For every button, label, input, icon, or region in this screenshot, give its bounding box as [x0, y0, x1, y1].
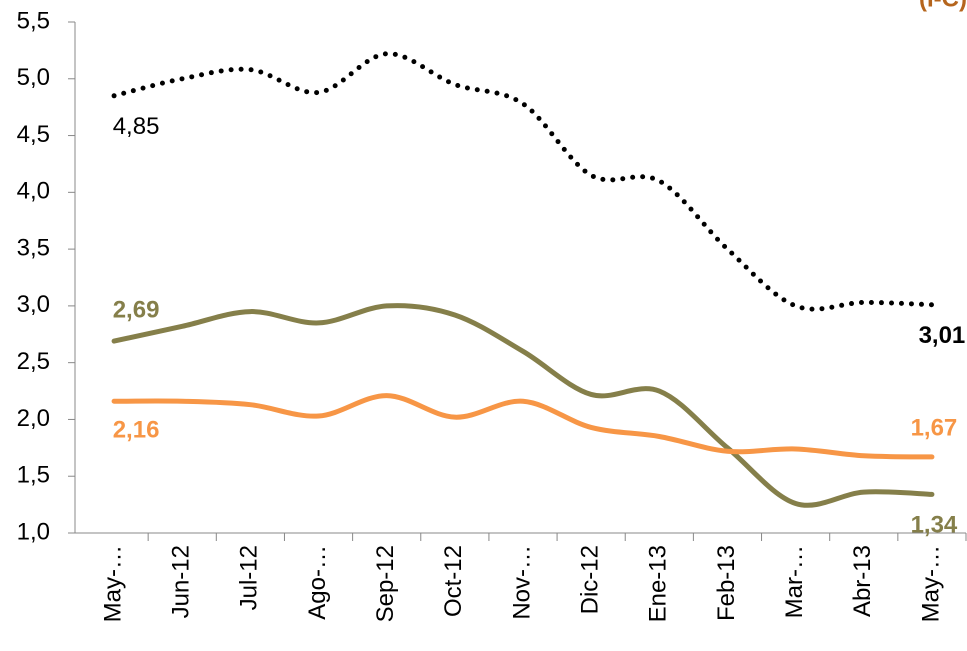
x-tick-label: May-… [917, 545, 944, 622]
x-tick-label: Jun-12 [168, 545, 195, 618]
data-label: 2,16 [113, 417, 160, 444]
y-tick-label: 2,0 [17, 405, 50, 432]
x-tick-label: Ago-… [304, 545, 331, 620]
y-tick-label: 1,5 [17, 462, 50, 489]
x-tick-label: Oct-12 [440, 545, 467, 617]
x-tick-label: May-… [99, 545, 126, 622]
x-tick-label: Sep-12 [372, 545, 399, 622]
data-label: 2,69 [113, 296, 160, 323]
series-line [111, 51, 935, 312]
y-tick-label: 5,0 [17, 64, 50, 91]
series-line [111, 393, 935, 460]
data-label: 1,34 [911, 512, 958, 539]
y-tick-label: 3,0 [17, 291, 50, 318]
y-tick-label: 4,0 [17, 178, 50, 205]
x-tick-label: Jul-12 [236, 545, 263, 610]
data-label: 4,85 [113, 113, 160, 140]
y-tick-label: 4,5 [17, 121, 50, 148]
x-tick-label: Mar-… [781, 545, 808, 618]
y-tick-label: 2,5 [17, 348, 50, 375]
x-tick-label: Nov-… [508, 545, 535, 620]
x-tick-label: Abr-13 [849, 545, 876, 617]
annotation: (I-C) [919, 0, 967, 12]
series-line [111, 303, 935, 508]
x-tick-label: Dic-12 [576, 545, 603, 614]
y-tick-label: 1,0 [17, 518, 50, 545]
data-label: 1,67 [911, 414, 958, 441]
y-tick-label: 5,5 [17, 7, 50, 34]
x-tick-label: Feb-13 [713, 545, 740, 621]
x-tick-label: Ene-13 [645, 545, 672, 622]
y-tick-label: 3,5 [17, 234, 50, 261]
data-label: 3,01 [919, 322, 966, 349]
